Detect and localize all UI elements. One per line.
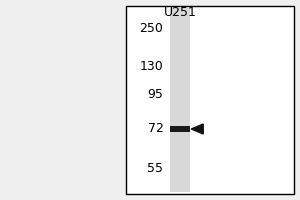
Text: 95: 95 [148,88,164,102]
Polygon shape [191,124,203,134]
Text: 72: 72 [148,122,164,136]
Text: U251: U251 [164,6,196,20]
Text: 55: 55 [148,162,164,176]
Text: 130: 130 [140,60,164,73]
Bar [170,126,190,132]
Text: 250: 250 [140,22,164,36]
Bar [126,6,294,194]
Bar [170,8,190,192]
